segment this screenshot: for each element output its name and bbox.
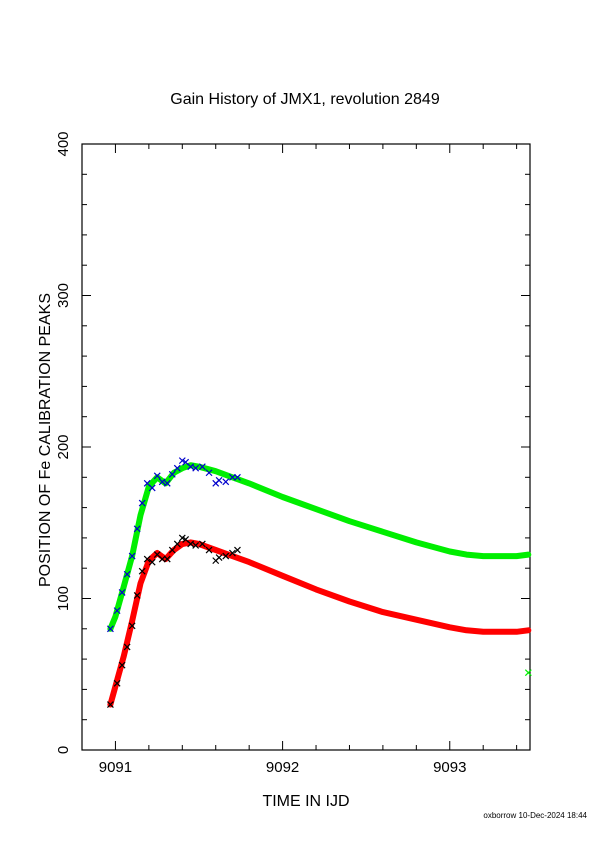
series-2-point [178,457,186,465]
series-3-point [198,540,206,548]
series-3-point [148,558,156,566]
x-tick-label: 9092 [266,759,299,776]
series-3-point [118,661,126,669]
x-tick-label: 9093 [433,759,466,776]
series-3-point [163,555,171,563]
series-2-point [153,472,161,480]
series-layer [106,457,532,708]
series-2-point [106,625,114,633]
series-3-point [173,540,181,548]
series-2-point [187,463,195,471]
series-2-point [113,607,121,615]
series-2-point [229,473,236,481]
y-tick-label: 400 [55,131,72,156]
series-3-point [222,552,230,560]
footer-credit: oxborrow 10-Dec-2024 18:44 [483,811,587,820]
series-2-point [133,525,141,533]
series-3-point [123,643,131,651]
y-tick-label: 100 [55,586,72,611]
series-3-point [143,555,151,563]
series-2-point [118,589,126,596]
series-2-point [198,463,206,471]
series-3-point [138,567,146,575]
series-3-point [106,701,114,708]
y-axis-label: POSITION OF Fe CALIBRATION PEAKS [37,293,54,587]
series-3-point [178,534,186,542]
chart-title: Gain History of JMX1, revolution 2849 [170,91,440,108]
series-4-point [524,669,532,677]
series-3-point [128,622,136,630]
series-3-point [192,542,200,549]
series-2-point [168,470,176,478]
series-2-point [215,476,223,484]
series-2-point [158,478,166,486]
series-3-point [187,540,195,548]
series-3-point [168,546,176,554]
series-3-point [158,555,166,563]
series-0-line [107,462,532,632]
series-2-point [192,464,200,472]
tick-labels: 9091 9092 9093 0 100 200 300 400 [55,131,466,776]
series-3-point [205,546,213,554]
axis-ticks [81,143,530,751]
y-tick-label: 0 [55,746,72,754]
series-3-point [229,549,236,557]
x-axis-label: TIME IN IJD [262,793,349,810]
series-2-point [222,478,230,486]
series-2-point [234,473,241,481]
series-2-point [205,469,213,477]
series-2-point [148,484,156,492]
series-2-point [123,570,131,578]
series-2-point [138,499,146,507]
series-3-point [215,554,223,562]
x-tick-label: 9091 [99,759,132,776]
series-2-point [173,464,181,472]
y-tick-label: 300 [55,283,72,308]
series-1-line [107,539,532,708]
y-tick-label: 200 [55,434,72,459]
series-2-point [128,552,136,560]
series-3-point [113,679,121,687]
series-2-point [163,479,171,487]
series-3-point [133,592,141,599]
plot-frame [81,143,531,751]
series-3-point [234,546,241,554]
